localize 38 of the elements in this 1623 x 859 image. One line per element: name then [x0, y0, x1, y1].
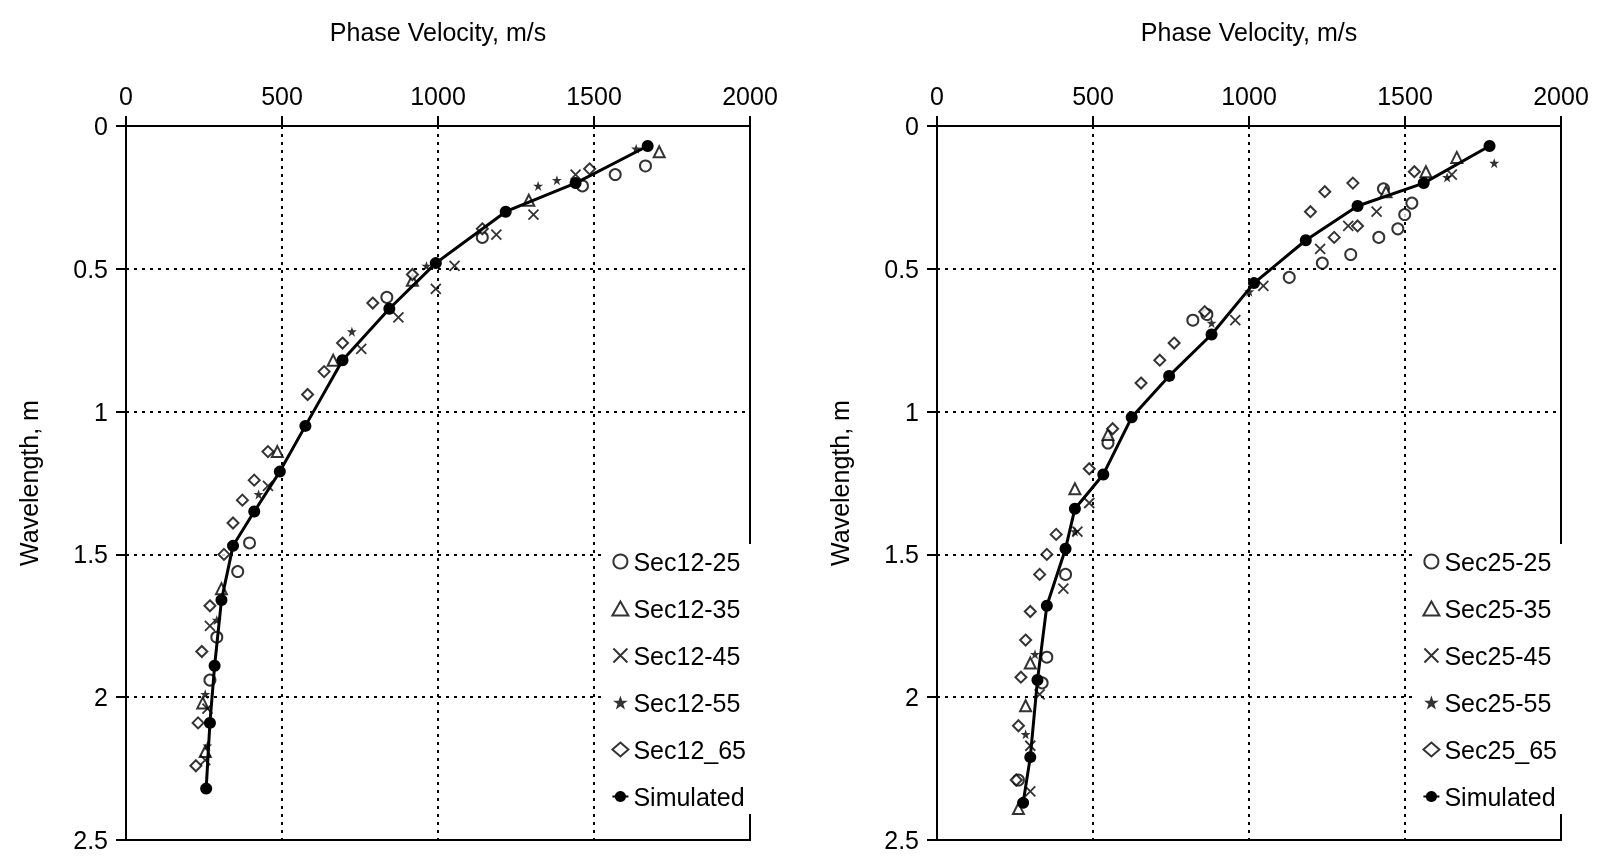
x-axis-title: Phase Velocity, m/s	[329, 17, 547, 46]
y-tick-label: 1	[94, 397, 108, 426]
y-tick-label: 0.5	[884, 254, 919, 283]
x-tick-label: 1500	[1377, 81, 1433, 110]
y-tick-label: 1.5	[884, 540, 919, 569]
legend-label: Sec25-35	[1444, 594, 1552, 623]
legend-label: Sec12-35	[633, 594, 741, 623]
legend-label: Simulated	[1444, 782, 1556, 811]
y-tick-label: 0.5	[73, 254, 108, 283]
legend-label: Sec25_65	[1444, 735, 1558, 764]
x-tick-label: 1000	[1221, 81, 1277, 110]
legend-label: Sec25-55	[1444, 688, 1552, 717]
y-axis-title: Wavelength, m	[14, 400, 43, 566]
legend-label: Sec12-25	[633, 547, 741, 576]
x-tick-label: 0	[930, 81, 944, 110]
y-axis-title: Wavelength, m	[825, 400, 854, 566]
legend-label: Sec25-25	[1444, 547, 1552, 576]
legend-label: Sec12-55	[633, 688, 741, 717]
x-tick-label: 1000	[410, 81, 466, 110]
x-tick-label: 1500	[566, 81, 622, 110]
y-tick-label: 2.5	[73, 826, 108, 854]
legend-label: Sec25-45	[1444, 641, 1552, 670]
y-tick-label: 1.5	[73, 540, 108, 569]
y-tick-label: 2	[94, 683, 108, 712]
x-tick-label: 500	[261, 81, 303, 110]
legend-label: Simulated	[633, 782, 745, 811]
x-tick-label: 2000	[722, 81, 778, 110]
y-tick-label: 2.5	[884, 826, 919, 854]
y-tick-label: 0	[94, 112, 108, 140]
y-tick-label: 0	[905, 112, 919, 140]
x-tick-label: 2000	[1533, 81, 1589, 110]
legend-label: Sec12-45	[633, 641, 741, 670]
y-tick-label: 1	[905, 397, 919, 426]
x-tick-label: 0	[119, 81, 133, 110]
y-tick-label: 2	[905, 683, 919, 712]
x-axis-title: Phase Velocity, m/s	[1140, 17, 1358, 46]
x-tick-label: 500	[1072, 81, 1114, 110]
legend-label: Sec12_65	[633, 735, 747, 764]
